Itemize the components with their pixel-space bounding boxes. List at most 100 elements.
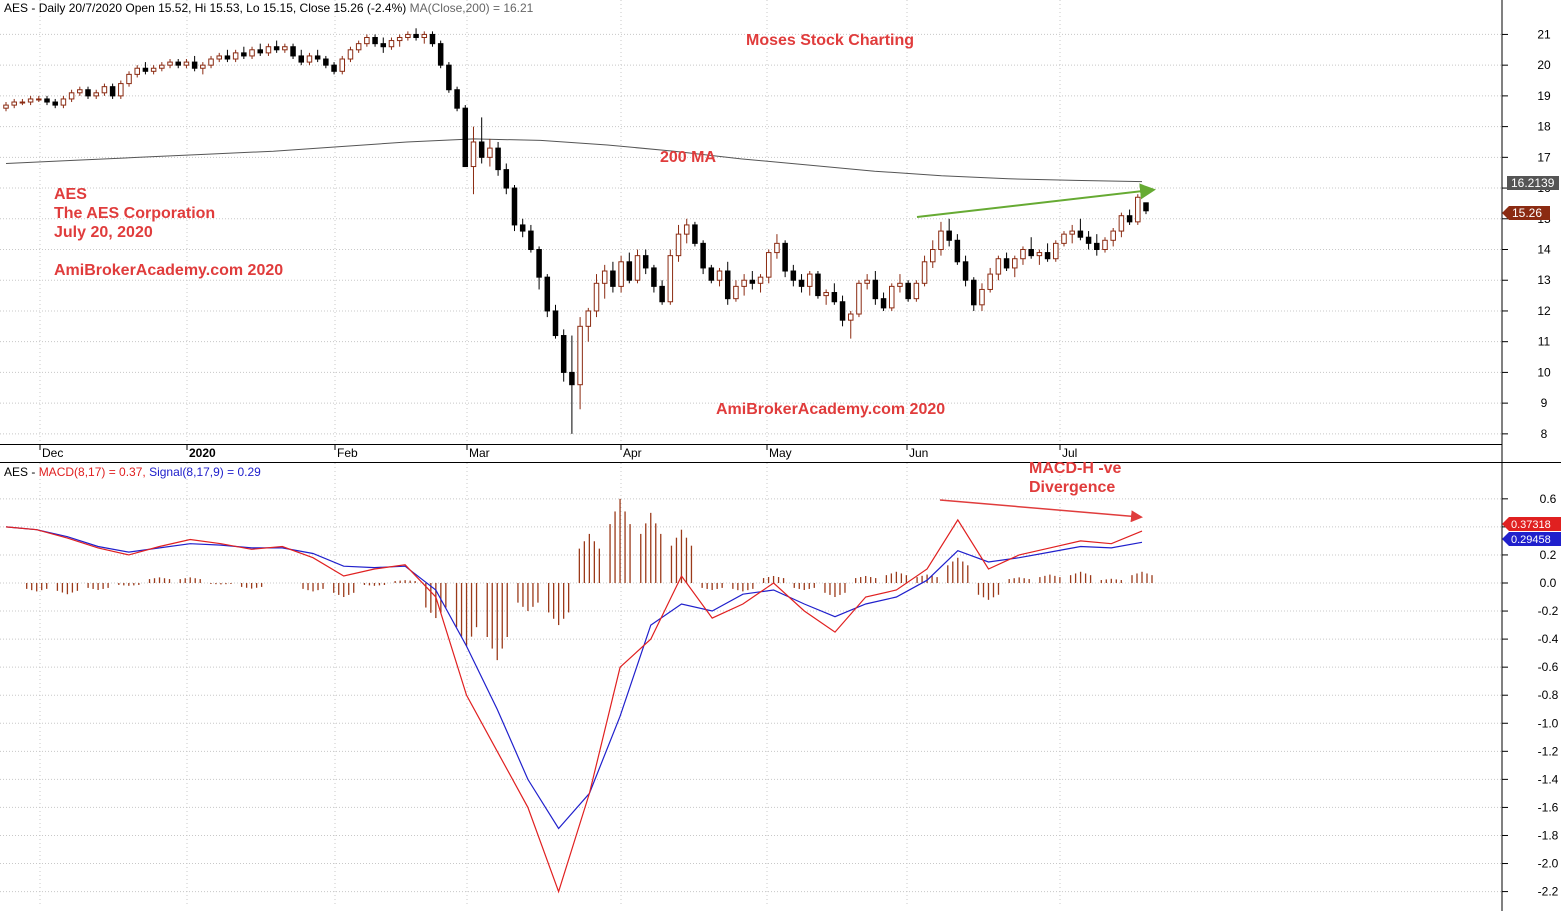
candle-body	[52, 101, 58, 106]
candle	[954, 234, 961, 265]
candle-body	[569, 371, 575, 386]
company-annotation: The AES Corporation	[54, 205, 215, 222]
candle	[109, 83, 116, 99]
candle-body	[618, 261, 624, 287]
candle-body	[651, 267, 657, 287]
candle	[872, 271, 879, 305]
candle-body	[1012, 258, 1018, 269]
candle-body	[905, 282, 911, 300]
candle	[429, 31, 436, 47]
candle	[700, 240, 706, 275]
candle	[692, 221, 698, 247]
candle-body	[724, 270, 731, 300]
candle	[519, 218, 526, 238]
candle	[454, 86, 460, 112]
candle-body	[519, 224, 526, 232]
website-annotation-left: AmiBrokerAcademy.com 2020	[54, 262, 283, 279]
candle	[183, 59, 190, 69]
candle-body	[692, 224, 698, 244]
candle-body	[224, 55, 231, 60]
candle-body	[331, 64, 337, 72]
candle	[323, 55, 329, 69]
candle	[1077, 218, 1084, 241]
candle-body	[396, 37, 403, 42]
candle	[921, 255, 928, 287]
candle	[585, 307, 592, 342]
candle-body	[642, 255, 649, 269]
candle-body	[601, 270, 608, 284]
price-gridlines	[0, 0, 1502, 444]
candle	[774, 234, 780, 259]
candle	[191, 55, 198, 72]
candle	[1053, 240, 1059, 262]
candle	[3, 102, 9, 112]
candle	[1085, 231, 1092, 250]
macd-tick-label: -0.8	[1538, 688, 1559, 702]
candle-body	[954, 239, 961, 263]
candle-body	[355, 43, 362, 51]
candle-body	[364, 37, 370, 45]
candle-body	[1135, 196, 1141, 223]
candle-body	[880, 298, 887, 309]
candle	[847, 310, 854, 339]
candle	[364, 34, 370, 47]
candle-body	[872, 279, 879, 300]
candle	[831, 283, 838, 305]
candle-body	[544, 276, 551, 312]
candle-body	[44, 98, 50, 103]
signal-line	[5, 526, 1143, 830]
candle-body	[675, 233, 682, 257]
candle	[741, 274, 747, 296]
candle-body	[1061, 233, 1067, 244]
x-tick-label: 2020	[189, 446, 216, 460]
price-tick-label: 9	[1541, 396, 1548, 410]
candle	[626, 252, 633, 284]
candle-body	[19, 101, 26, 104]
candle	[1102, 237, 1108, 253]
date-annotation: July 20, 2020	[54, 224, 153, 241]
candle-body	[971, 279, 977, 306]
candle-body	[552, 310, 559, 337]
candle-body	[257, 49, 263, 54]
candle	[36, 95, 42, 103]
candle	[1044, 243, 1051, 262]
candle	[528, 224, 534, 253]
candle-body	[200, 64, 206, 69]
candle	[1003, 252, 1010, 272]
candle-body	[995, 258, 1002, 275]
candle	[971, 277, 977, 311]
macd-tick-label: -0.4	[1538, 632, 1559, 646]
candle	[118, 80, 124, 99]
candle-body	[1053, 242, 1059, 260]
candle-body	[847, 313, 854, 321]
date-x-axis: Dec 2020 Feb Mar Apr May Jun Jul	[39, 444, 1077, 460]
candle-body	[314, 55, 321, 60]
candle	[610, 261, 616, 293]
candle	[552, 304, 559, 339]
candle	[216, 52, 222, 63]
candle	[101, 83, 108, 96]
candle	[1028, 237, 1034, 259]
candle	[405, 31, 411, 41]
candle-body	[667, 255, 674, 303]
candle	[470, 126, 477, 195]
candle-body	[265, 46, 272, 54]
candle	[798, 274, 805, 293]
candle	[1020, 246, 1026, 265]
candle-body	[1020, 249, 1026, 260]
candle-body	[159, 64, 165, 69]
price-tick-label: 12	[1537, 304, 1551, 318]
candle	[889, 283, 895, 311]
candle-body	[109, 86, 116, 97]
candle-body	[577, 325, 583, 386]
candle-body	[232, 52, 239, 60]
candle	[396, 34, 403, 47]
macd-gridlines	[0, 463, 1502, 905]
candle	[232, 49, 239, 63]
candle	[642, 249, 649, 275]
candle	[938, 221, 944, 256]
candle	[339, 55, 346, 75]
candle-body	[150, 67, 157, 72]
candle	[331, 62, 337, 75]
